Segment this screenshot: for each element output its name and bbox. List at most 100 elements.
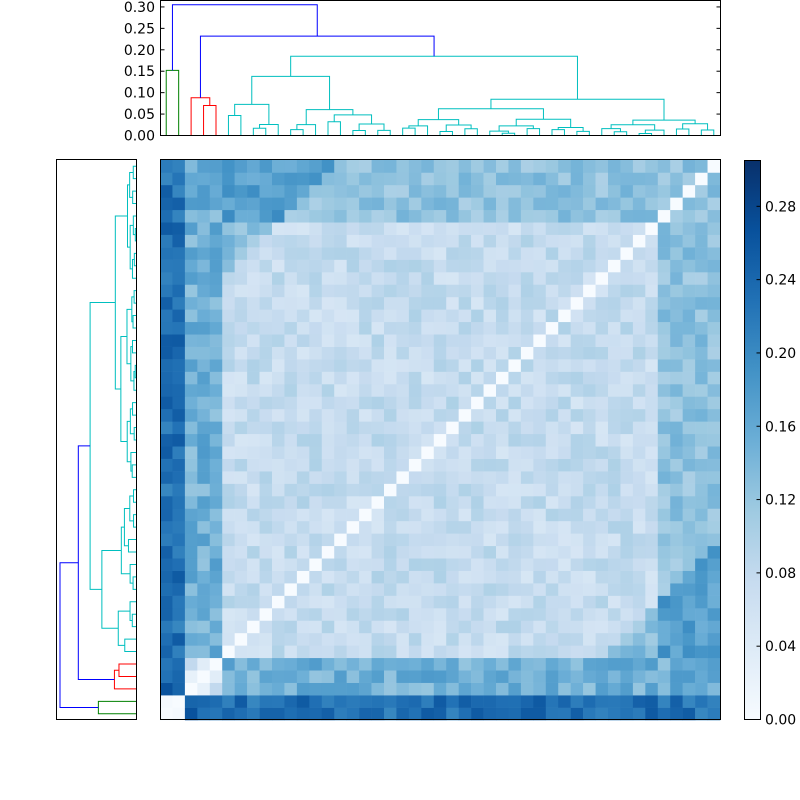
heatmap-cell	[446, 384, 459, 397]
heatmap-cell	[682, 296, 696, 310]
heatmap-cell	[371, 172, 385, 186]
heatmap-cell	[508, 632, 522, 646]
heatmap-cell	[371, 483, 385, 497]
heatmap-cell	[508, 670, 522, 683]
heatmap-cell	[222, 446, 235, 459]
heatmap-cell	[272, 496, 285, 509]
heatmap-cell	[545, 608, 559, 621]
heatmap-cell	[545, 272, 559, 285]
heatmap-cell	[433, 583, 447, 596]
heatmap-cell	[645, 608, 659, 621]
heatmap-cell	[608, 346, 621, 360]
heatmap-cell	[707, 408, 721, 422]
heatmap-cell	[707, 632, 721, 646]
heatmap-cell	[595, 670, 609, 683]
heatmap-cell	[483, 558, 497, 571]
heatmap-cell	[570, 184, 584, 198]
heatmap-cell	[346, 707, 360, 721]
heatmap-cell	[520, 483, 534, 497]
heatmap-cell	[446, 272, 459, 285]
dendrogram-link	[576, 130, 590, 136]
heatmap-cell	[570, 670, 584, 683]
heatmap-cell	[160, 483, 173, 497]
heatmap-cell	[259, 259, 273, 273]
heatmap-cell	[645, 682, 659, 696]
heatmap-cell	[209, 583, 223, 596]
heatmap-cell	[632, 471, 646, 484]
heatmap-cell	[471, 384, 484, 397]
heatmap-cell	[346, 259, 360, 273]
heatmap-cell	[682, 160, 696, 173]
heatmap-cell	[483, 371, 497, 385]
heatmap-cell	[446, 695, 459, 708]
heatmap-cell	[321, 620, 335, 634]
heatmap-cell	[346, 334, 360, 347]
heatmap-cell	[259, 272, 273, 285]
heatmap-cell	[247, 608, 260, 621]
heatmap-cell	[172, 496, 186, 509]
heatmap-cell	[334, 645, 347, 659]
heatmap-cell	[172, 483, 186, 497]
heatmap-cell	[496, 657, 509, 671]
heatmap-cell	[408, 396, 422, 410]
heatmap-cell	[695, 184, 708, 198]
heatmap-cell	[234, 371, 248, 385]
heatmap-cell	[608, 545, 621, 559]
heatmap-cell	[620, 608, 634, 621]
heatmap-cell	[371, 533, 385, 547]
heatmap-cell	[209, 608, 223, 621]
heatmap-cell	[508, 695, 522, 708]
heatmap-cell	[682, 483, 696, 497]
heatmap-cell	[184, 247, 198, 260]
heatmap-cell	[632, 446, 646, 459]
heatmap-cell	[309, 545, 323, 559]
heatmap-cell	[446, 520, 459, 534]
heatmap-cell	[421, 595, 435, 609]
heatmap-cell	[471, 296, 484, 310]
heatmap-cell	[346, 595, 360, 609]
heatmap-cell	[533, 396, 547, 410]
heatmap-cell	[272, 645, 285, 659]
heatmap-cell	[508, 396, 522, 410]
heatmap-cell	[396, 396, 410, 410]
heatmap-cell	[184, 496, 198, 509]
heatmap-cell	[657, 321, 671, 335]
heatmap-cell	[259, 558, 273, 571]
heatmap-cell	[483, 259, 497, 273]
heatmap-cell	[209, 558, 223, 571]
heatmap-cell	[296, 657, 310, 671]
heatmap-cell	[545, 346, 559, 360]
heatmap-cell	[545, 209, 559, 223]
heatmap-cell	[670, 570, 683, 584]
heatmap-cell	[197, 433, 211, 447]
heatmap-cell	[272, 620, 285, 634]
heatmap-cell	[321, 234, 335, 248]
heatmap-cell	[583, 583, 596, 596]
heatmap-cell	[608, 172, 621, 186]
heatmap-cell	[421, 321, 435, 335]
heatmap-cell	[595, 222, 609, 235]
heatmap-cell	[272, 309, 285, 323]
heatmap-cell	[707, 446, 721, 459]
heatmap-cell	[259, 707, 273, 721]
heatmap-cell	[160, 670, 173, 683]
heatmap-cell	[707, 657, 721, 671]
heatmap-cell	[558, 172, 571, 186]
heatmap-cell	[259, 384, 273, 397]
heatmap-cell	[707, 508, 721, 522]
heatmap-cell	[309, 321, 323, 335]
heatmap-cell	[620, 184, 634, 198]
heatmap-cell	[446, 545, 459, 559]
heatmap-cell	[695, 583, 708, 596]
heatmap-cell	[346, 608, 360, 621]
heatmap-cell	[645, 209, 659, 223]
heatmap-cell	[632, 172, 646, 186]
heatmap-cell	[620, 321, 634, 335]
heatmap-cell	[545, 645, 559, 659]
dendrogram-link	[77, 445, 115, 681]
heatmap-cell	[421, 545, 435, 559]
heatmap-cell	[284, 558, 298, 571]
heatmap-cell	[583, 234, 596, 248]
heatmap-cell	[533, 272, 547, 285]
